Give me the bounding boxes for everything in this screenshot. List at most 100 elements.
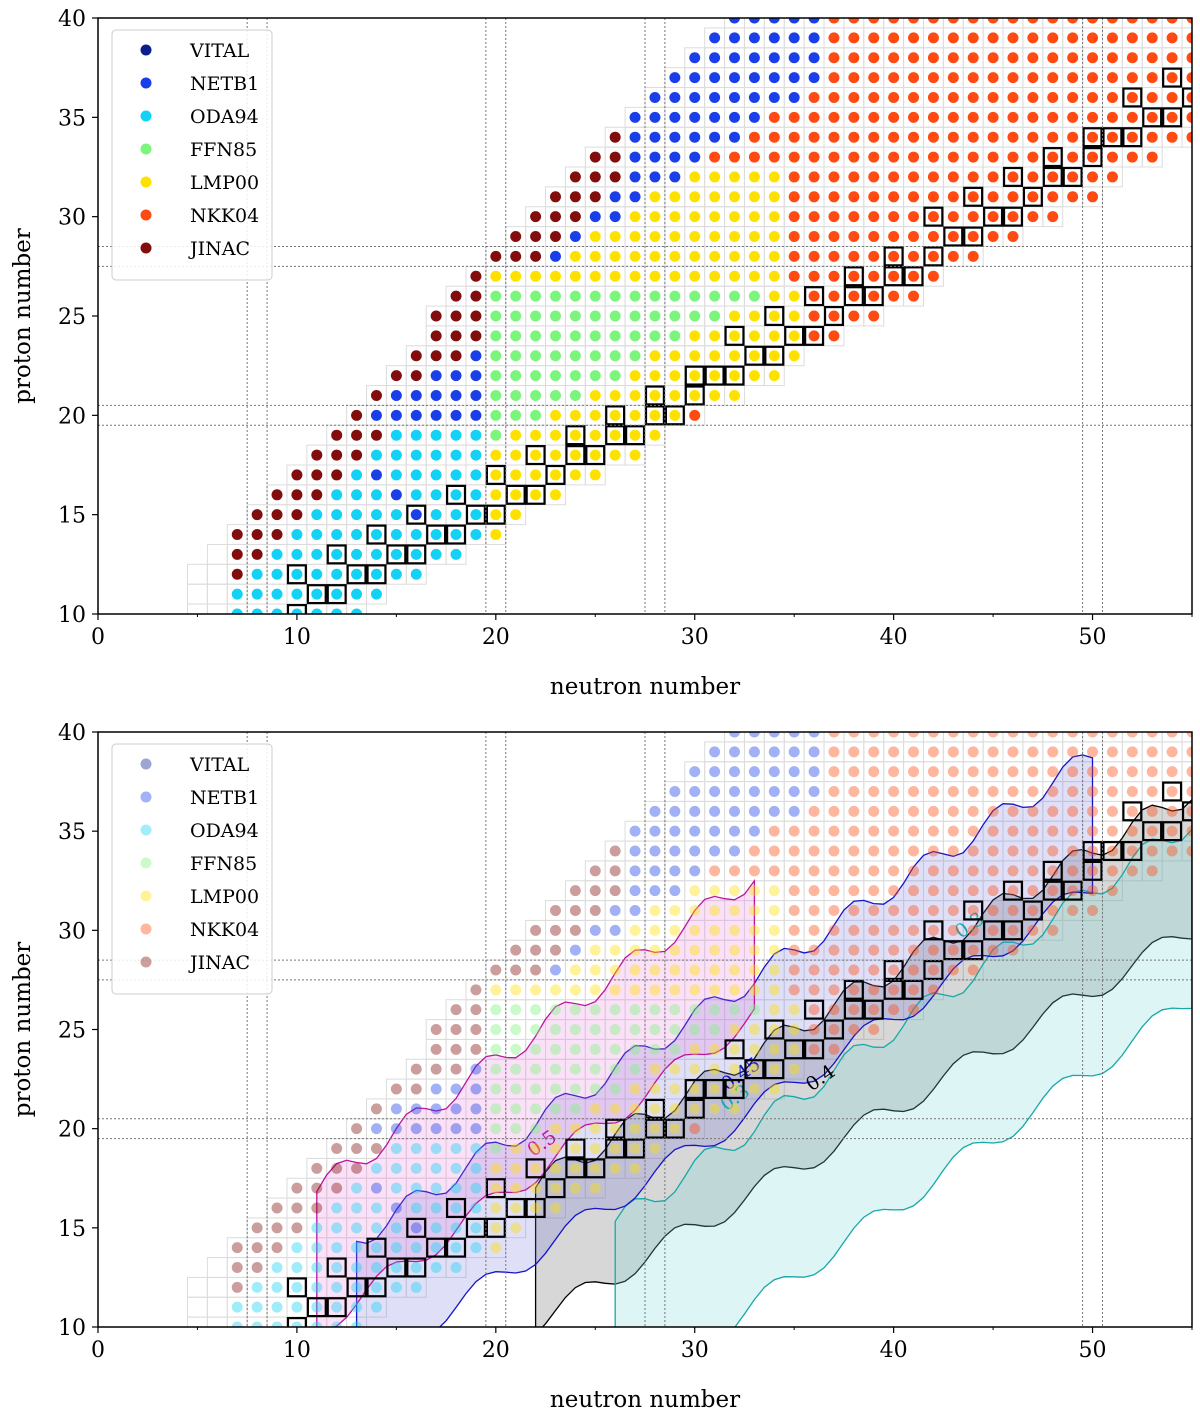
data-point-jinac <box>331 1162 343 1174</box>
data-point-ffn85 <box>589 290 601 302</box>
nuclide-cell <box>187 583 208 605</box>
data-point-oda94 <box>351 608 363 614</box>
data-point-nkk04 <box>1146 18 1158 24</box>
stable-isotope-box <box>306 584 327 605</box>
data-point-jinac <box>291 1202 303 1214</box>
stable-isotope-box <box>565 425 586 446</box>
data-point-oda94 <box>370 489 382 501</box>
data-point-nkk04 <box>868 52 880 64</box>
stable-isotope-box <box>386 1257 407 1278</box>
data-point-nkk04 <box>1067 91 1079 103</box>
data-point-lmp00 <box>669 270 681 282</box>
data-point-nkk04 <box>1166 746 1178 758</box>
data-point-oda94 <box>450 489 462 501</box>
x-axis-label: neutron number <box>550 1387 740 1413</box>
data-point-lmp00 <box>748 211 760 223</box>
data-point-ffn85 <box>490 370 502 382</box>
data-point-oda94 <box>331 529 343 541</box>
y-tick-label: 25 <box>58 305 86 330</box>
data-point-jinac <box>351 429 363 441</box>
nuclide-cell <box>1181 126 1192 148</box>
data-point-lmp00 <box>569 469 581 481</box>
data-point-nkk04 <box>828 766 840 778</box>
data-point-oda94 <box>311 1281 323 1293</box>
data-point-oda94 <box>390 1162 402 1174</box>
stable-isotope-box <box>1122 840 1143 862</box>
data-point-lmp00 <box>609 1103 621 1115</box>
data-point-netb1 <box>709 805 721 817</box>
nuclide-cell <box>863 732 885 743</box>
data-point-jinac <box>331 1182 343 1194</box>
nuclide-cell <box>823 732 845 743</box>
data-point-netb1 <box>430 389 442 401</box>
data-point-nkk04 <box>967 32 979 44</box>
data-point-nkk04 <box>848 1004 860 1016</box>
data-point-netb1 <box>729 845 741 857</box>
data-point-oda94 <box>450 469 462 481</box>
data-point-nkk04 <box>868 944 880 956</box>
data-point-lmp00 <box>649 191 661 203</box>
stable-isotope-box <box>804 999 825 1020</box>
data-point-ffn85 <box>530 1004 542 1016</box>
data-point-ffn85 <box>669 330 681 342</box>
data-point-ffn85 <box>530 1063 542 1075</box>
data-point-netb1 <box>390 1202 402 1214</box>
data-point-ffn85 <box>589 1063 601 1075</box>
stable-isotope-box <box>843 266 864 287</box>
data-point-oda94 <box>390 1262 402 1273</box>
data-point-netb1 <box>808 732 820 738</box>
data-point-ffn85 <box>569 1083 581 1095</box>
y-tick-label: 10 <box>58 1316 86 1341</box>
stable-isotope-box <box>1082 860 1103 881</box>
stable-isotope-box <box>883 979 904 1000</box>
data-point-lmp00 <box>689 250 701 262</box>
stable-isotope-box <box>505 1197 526 1219</box>
nuclide-cell <box>1181 47 1192 69</box>
data-point-nkk04 <box>987 732 999 738</box>
data-point-lmp00 <box>589 389 601 401</box>
data-point-lmp00 <box>569 1123 581 1135</box>
nuclide-cell <box>206 1276 228 1298</box>
data-point-ffn85 <box>549 330 561 342</box>
data-point-nkk04 <box>1007 865 1019 877</box>
data-point-ffn85 <box>510 409 522 421</box>
data-point-netb1 <box>808 18 820 24</box>
data-point-nkk04 <box>927 944 939 956</box>
data-point-nkk04 <box>967 111 979 123</box>
data-point-lmp00 <box>649 1063 661 1075</box>
data-point-lmp00 <box>669 370 681 382</box>
data-point-nkk04 <box>848 231 860 243</box>
data-point-nkk04 <box>908 746 920 758</box>
data-point-ffn85 <box>748 1004 760 1016</box>
data-point-lmp00 <box>748 944 760 956</box>
data-point-jinac <box>530 944 542 956</box>
data-point-nkk04 <box>908 250 920 262</box>
data-point-jinac <box>291 489 303 501</box>
data-point-nkk04 <box>947 732 959 738</box>
data-point-lmp00 <box>689 1063 701 1075</box>
data-point-nkk04 <box>848 32 860 44</box>
data-point-netb1 <box>410 389 422 401</box>
data-point-ffn85 <box>490 389 502 401</box>
data-point-lmp00 <box>490 1242 502 1254</box>
data-point-nkk04 <box>1027 885 1039 897</box>
data-point-nkk04 <box>808 924 820 936</box>
data-point-jinac <box>331 429 343 441</box>
data-point-lmp00 <box>609 409 621 421</box>
data-point-nkk04 <box>788 151 800 163</box>
data-point-oda94 <box>450 449 462 461</box>
data-point-ffn85 <box>709 310 721 322</box>
data-point-oda94 <box>430 1182 442 1194</box>
data-point-nkk04 <box>1047 131 1059 143</box>
x-tick-label: 20 <box>482 625 510 650</box>
stable-isotope-box <box>1142 107 1163 128</box>
data-point-oda94 <box>231 1301 243 1313</box>
data-point-lmp00 <box>709 350 721 362</box>
data-point-lmp00 <box>649 964 661 976</box>
data-point-nkk04 <box>808 270 820 282</box>
data-point-nkk04 <box>967 52 979 64</box>
data-point-netb1 <box>709 91 721 103</box>
data-point-lmp00 <box>649 270 661 282</box>
data-point-nkk04 <box>927 805 939 817</box>
stable-isotope-box <box>525 1197 546 1219</box>
